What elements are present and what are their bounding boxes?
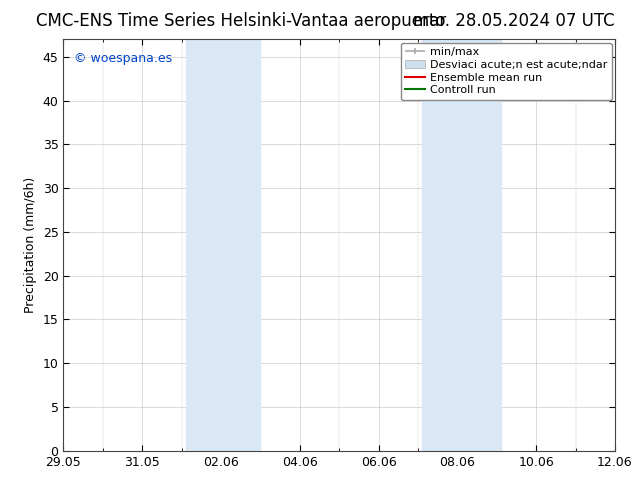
Y-axis label: Precipitation (mm/6h): Precipitation (mm/6h)	[24, 177, 37, 313]
Bar	[186, 39, 261, 451]
Text: © woespana.es: © woespana.es	[74, 51, 172, 65]
Text: CMC-ENS Time Series Helsinki-Vantaa aeropuerto: CMC-ENS Time Series Helsinki-Vantaa aero…	[36, 12, 446, 30]
Bar	[422, 39, 501, 451]
Text: mar. 28.05.2024 07 UTC: mar. 28.05.2024 07 UTC	[413, 12, 615, 30]
Legend: min/max, Desviaci acute;n est acute;ndar, Ensemble mean run, Controll run: min/max, Desviaci acute;n est acute;ndar…	[401, 43, 612, 100]
